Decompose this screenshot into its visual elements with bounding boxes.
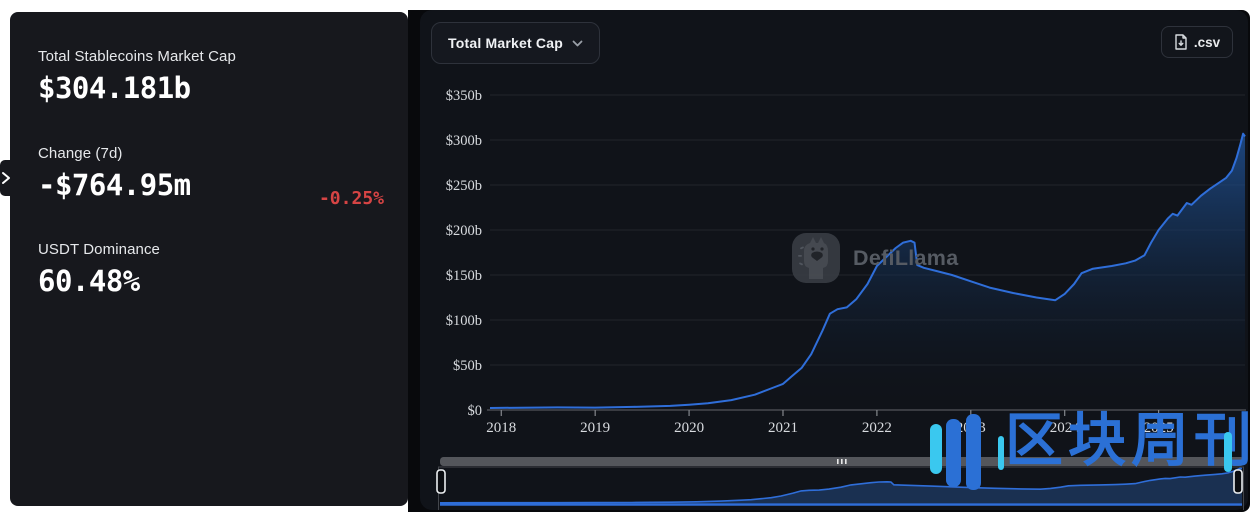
x-axis-tick-label: 2022 — [862, 420, 892, 436]
series-selector-label: Total Market Cap — [448, 35, 563, 51]
axes: $0 $50b $100b $150b $200b $250b $300b $350b 2018… — [446, 88, 1246, 436]
series-selector-dropdown[interactable]: Total Market Cap — [431, 22, 600, 64]
metric-label: USDT Dominance — [38, 241, 161, 258]
y-axis-tick-label: $350b — [446, 88, 482, 104]
y-axis-tick-label: $150b — [446, 268, 482, 284]
area-series — [489, 132, 1246, 410]
x-axis-tick-label: 2025 — [1144, 420, 1174, 436]
chevron-right-icon — [2, 172, 10, 184]
metric-usdt-dominance: USDT Dominance 60.48% — [38, 241, 160, 298]
chart-card: $0 $50b $100b $150b $200b $250b $300b $350b 2018… — [420, 10, 1248, 510]
metric-change-7d: Change (7d) -$764.95m — [38, 145, 191, 202]
y-axis-tick-label: $50b — [453, 358, 482, 374]
change-7d-percent: -0.25% — [318, 188, 384, 209]
navigator-right-handle[interactable] — [1233, 469, 1243, 494]
chevron-down-icon — [572, 40, 583, 46]
navigator-left-handle[interactable] — [436, 469, 446, 494]
x-axis-tick-label: 2018 — [486, 420, 516, 436]
market-cap-chart[interactable]: $0 $50b $100b $150b $200b $250b $300b $350b 2018… — [420, 10, 1248, 510]
file-download-icon — [1175, 34, 1187, 50]
metric-value: $304.181b — [38, 71, 191, 105]
download-csv-button[interactable]: .csv — [1161, 26, 1233, 58]
panel-collapse-tab[interactable] — [0, 160, 15, 196]
csv-button-label: .csv — [1193, 34, 1221, 50]
x-axis-tick-label: 2024 — [1050, 420, 1081, 436]
area-fill — [490, 133, 1245, 410]
navigator-line — [439, 467, 1243, 504]
y-axis-tick-label: $250b — [446, 178, 482, 194]
scrollbar-grip-icon — [837, 459, 847, 464]
x-axis-tick-label: 2019 — [580, 420, 610, 436]
metric-value: -$764.95m — [38, 168, 191, 202]
y-axis-tick-label: $300b — [446, 133, 482, 149]
series-line — [489, 132, 1246, 409]
navigator-mini-chart[interactable] — [439, 467, 1243, 506]
stats-panel: Total Stablecoins Market Cap $304.181b C… — [10, 12, 408, 506]
y-axis-tick-label: $200b — [446, 223, 482, 239]
x-axis-tick-label: 2021 — [768, 420, 798, 436]
metric-value: 60.48% — [38, 264, 140, 298]
x-axis-tick-label: 2020 — [674, 420, 704, 436]
metric-total-market-cap: Total Stablecoins Market Cap $304.181b — [38, 48, 236, 105]
chart-card-overlay: Total Market Cap .csv — [420, 10, 1248, 510]
navigator-area-fill — [440, 468, 1242, 503]
x-axis-tick-label: 2023 — [956, 420, 986, 436]
metric-label: Total Stablecoins Market Cap — [38, 48, 236, 65]
y-axis-tick-label: $100b — [446, 313, 482, 329]
y-axis-tick-label: $0 — [468, 403, 483, 419]
metric-label: Change (7d) — [38, 145, 123, 162]
